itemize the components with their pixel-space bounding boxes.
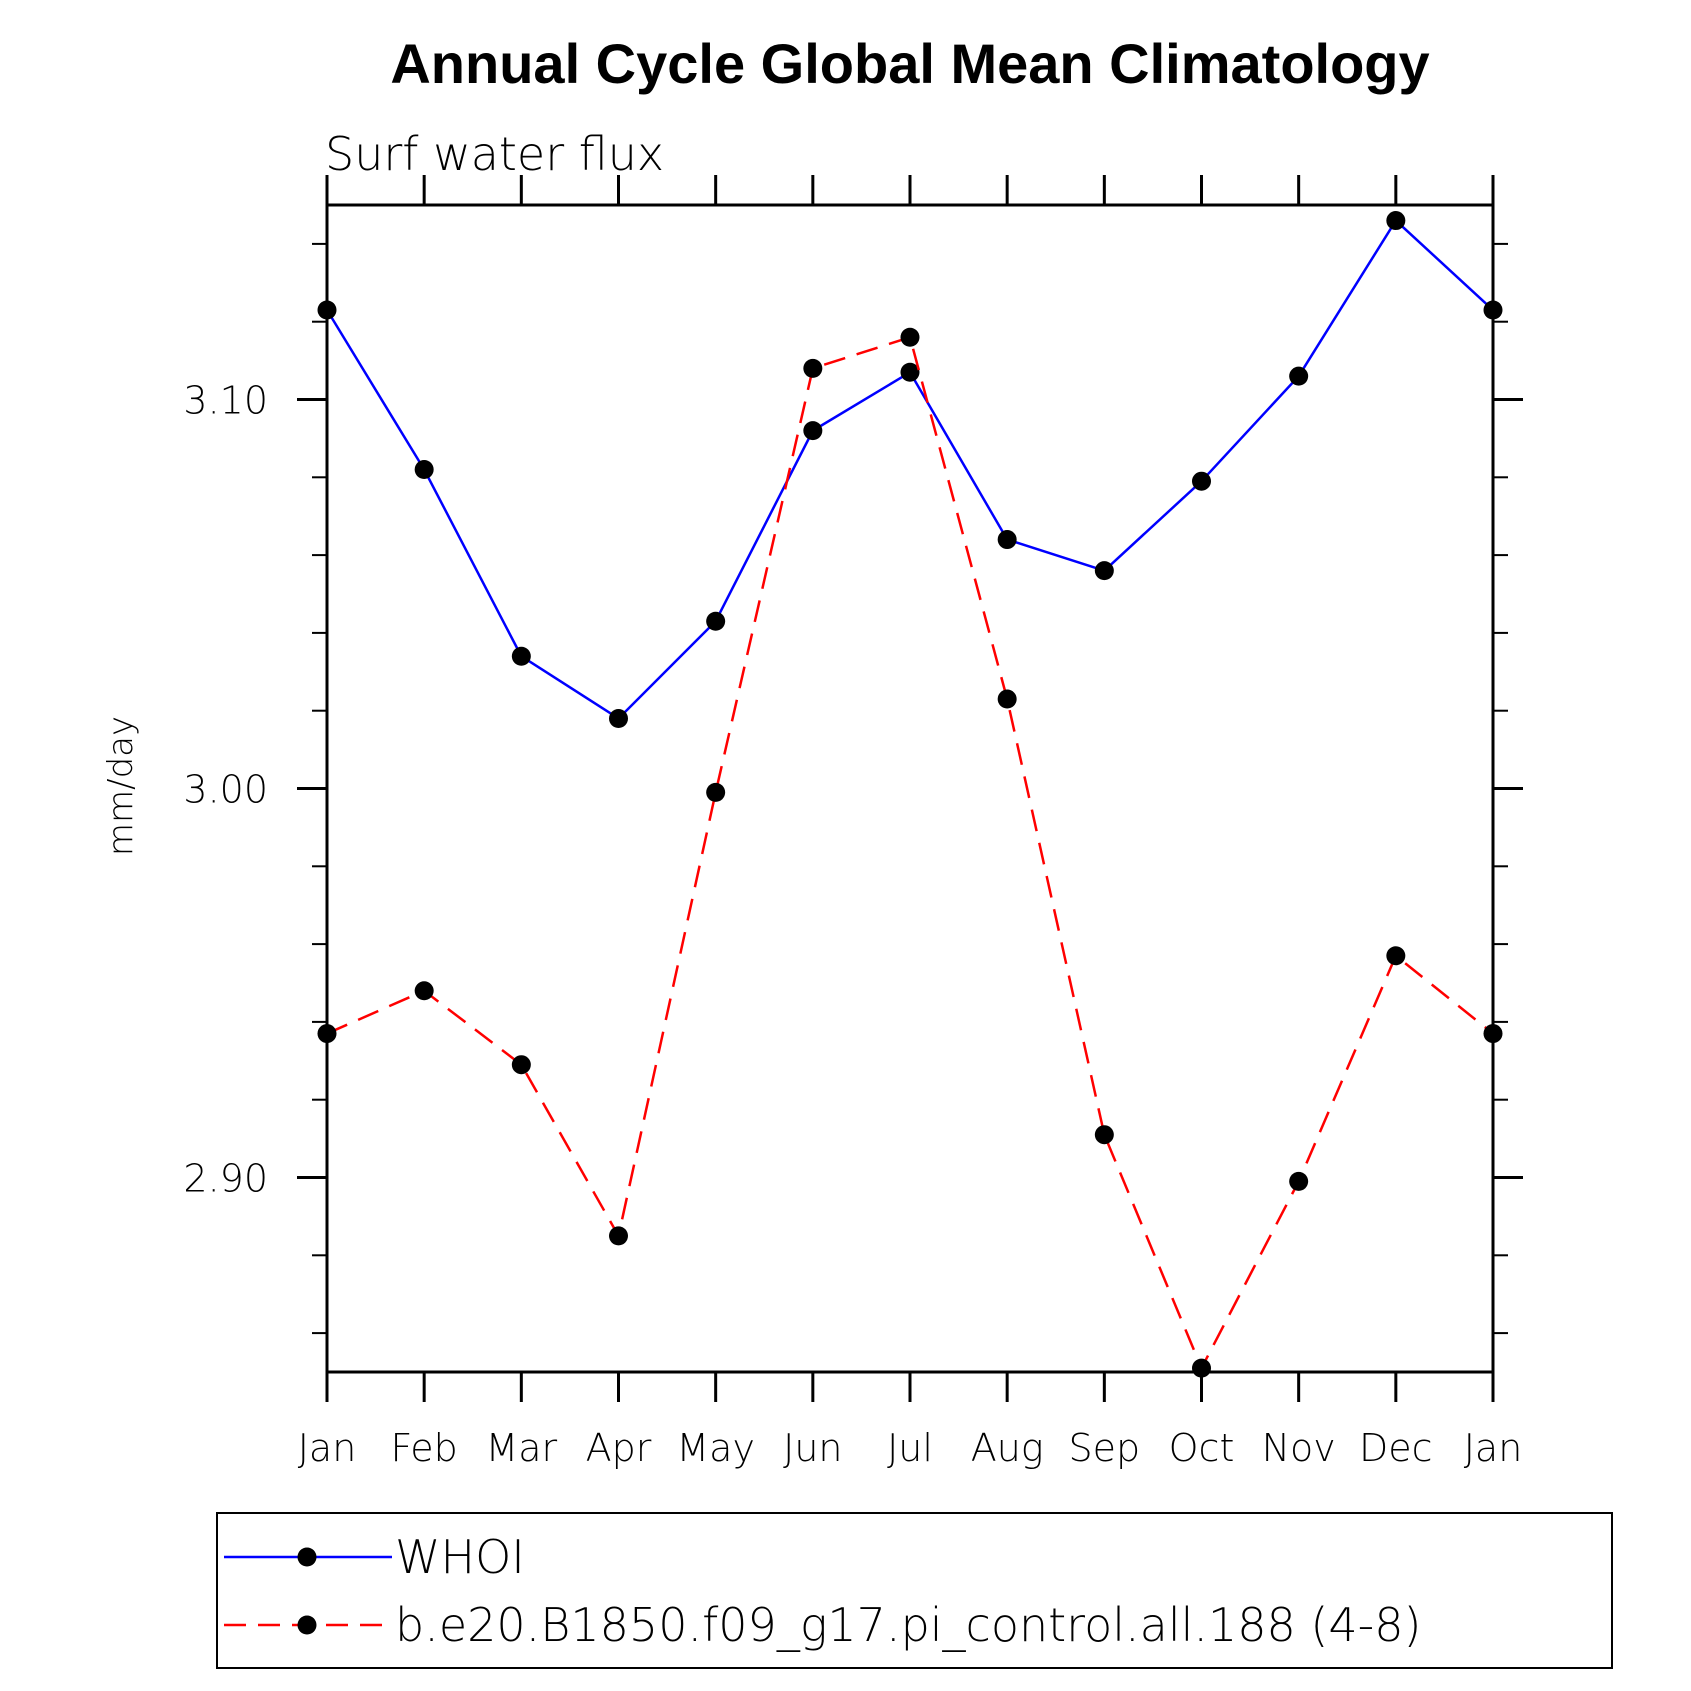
data-point	[706, 611, 726, 631]
x-tick-label: Jun	[783, 1426, 842, 1470]
data-point	[1094, 1125, 1114, 1145]
data-point	[317, 300, 337, 320]
x-tick-label: Dec	[1359, 1426, 1433, 1470]
legend-label: b.e20.B1850.f09_g17.pi_control.all.188 (…	[395, 1598, 1421, 1652]
x-tick-label: Feb	[391, 1426, 458, 1470]
legend-item: WHOI	[224, 1530, 525, 1584]
data-point	[1094, 561, 1114, 581]
x-tick-label: May	[676, 1426, 755, 1470]
x-tick-label: Apr	[586, 1426, 652, 1470]
data-point	[1289, 1171, 1309, 1191]
data-point	[997, 530, 1017, 550]
x-tick-label: Jul	[887, 1426, 933, 1470]
data-point	[414, 460, 434, 480]
series-layer	[317, 211, 1503, 1378]
data-point	[609, 1226, 628, 1246]
chart-subtitle: Surf water flux	[325, 127, 664, 181]
data-point	[1386, 946, 1406, 966]
x-tick-label: Nov	[1262, 1426, 1336, 1470]
data-point	[317, 1024, 337, 1044]
data-point	[414, 981, 434, 1001]
data-point	[803, 358, 823, 378]
data-point	[511, 646, 531, 666]
y-tick-label: 3.00	[183, 768, 268, 812]
y-axis-ticks: 2.90 3.00 3.10	[183, 242, 1523, 1335]
data-point	[1483, 300, 1503, 320]
y-tick-label: 2.90	[183, 1157, 268, 1201]
x-tick-label: Oct	[1169, 1426, 1235, 1470]
legend-box	[216, 1512, 1613, 1669]
x-tick-label: Mar	[485, 1426, 557, 1470]
chart-title: Annual Cycle Global Mean Climatology	[390, 32, 1429, 95]
data-point	[997, 689, 1017, 709]
x-axis-ticks: Jan Feb Mar Apr May Jun Jul Aug Sep Oct Nov Dec Jan	[298, 175, 1523, 1470]
series-2	[317, 327, 1503, 1378]
data-point	[706, 782, 726, 802]
data-point	[1386, 211, 1406, 231]
data-point	[1483, 1024, 1503, 1044]
series-line	[325, 219, 1494, 720]
data-point	[1192, 471, 1211, 491]
x-tick-label: Jan	[298, 1426, 357, 1470]
x-tick-label: Aug	[971, 1426, 1044, 1470]
legend-item: b.e20.B1850.f09_g17.pi_control.all.188 (…	[224, 1598, 1421, 1652]
legend-label: WHOI	[395, 1530, 525, 1584]
y-axis-label: mm/day	[101, 716, 141, 856]
data-point	[900, 327, 920, 347]
x-tick-label: Jan	[1464, 1426, 1523, 1470]
x-tick-label: Sep	[1069, 1426, 1141, 1470]
data-point	[900, 362, 920, 382]
legend-marker	[297, 1615, 317, 1635]
data-point	[609, 708, 628, 728]
y-tick-label: 3.10	[183, 379, 268, 423]
data-point	[511, 1055, 531, 1075]
series-1	[317, 211, 1503, 728]
legend: WHOI b.e20.B1850.f09_g17.pi_control.all.1…	[216, 1512, 1613, 1669]
data-point	[1192, 1358, 1211, 1378]
series-line	[326, 336, 1494, 1370]
data-point	[1289, 366, 1309, 386]
legend-marker	[297, 1547, 317, 1567]
data-point	[803, 421, 823, 441]
